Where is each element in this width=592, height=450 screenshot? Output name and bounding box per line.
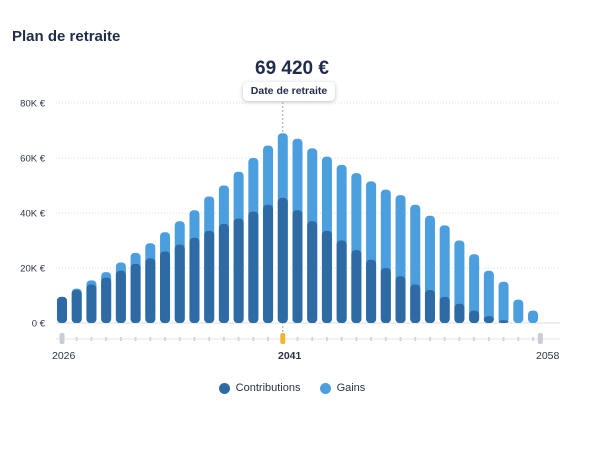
bar-contributions (483, 316, 494, 323)
y-tick-label: 0 € (32, 319, 46, 330)
bar-gains (483, 270, 494, 323)
retirement-total-value: 69 420 € (255, 58, 329, 79)
bar-contributions (454, 303, 465, 323)
bar-contributions (248, 211, 259, 323)
page-title: Plan de retraite (12, 28, 121, 45)
x-tick-start: 2026 (52, 350, 76, 362)
bar-gains (498, 281, 509, 323)
bar-gains (469, 254, 480, 323)
bar-contributions (498, 320, 509, 323)
bar-contributions (307, 221, 318, 323)
bar-contributions (130, 263, 141, 323)
range-start-handle (59, 333, 65, 344)
bar-contributions (469, 310, 480, 323)
bar-contributions (424, 290, 435, 323)
bar-contributions (277, 197, 288, 323)
bar-contributions (145, 258, 156, 323)
bar-contributions (263, 204, 274, 323)
legend-gains-label: Gains (336, 382, 366, 394)
bar-contributions (204, 230, 215, 323)
bar-gains (513, 299, 524, 323)
x-tick-retirement: 2041 (278, 350, 302, 362)
y-tick-label: 20K € (20, 264, 46, 275)
y-tick-label: 40K € (20, 209, 46, 220)
bar-contributions (57, 296, 67, 323)
bar-contributions (292, 210, 303, 323)
bar-contributions (439, 296, 450, 323)
bar-gains (528, 310, 538, 323)
bar-contributions (71, 290, 82, 323)
legend-contributions-label: Contributions (235, 382, 301, 394)
gains-swatch-icon (319, 382, 331, 394)
bar-contributions (115, 270, 126, 323)
bar-contributions (321, 230, 332, 323)
bar-contributions (351, 250, 362, 323)
y-tick-label: 60K € (20, 154, 46, 165)
bar-contributions (189, 237, 200, 323)
bar-contributions (380, 268, 391, 323)
legend-contributions[interactable]: Contributions (218, 382, 301, 394)
bar-contributions (366, 259, 377, 323)
bar-contributions (218, 224, 229, 323)
range-end-handle (537, 333, 543, 344)
retirement-year-handle (280, 333, 286, 344)
bar-gains (454, 240, 465, 323)
y-tick-label: 80K € (20, 99, 46, 110)
bar-contributions (86, 284, 97, 323)
bar-contributions (410, 284, 421, 323)
bar-contributions (174, 244, 185, 323)
legend-gains[interactable]: Gains (319, 382, 366, 394)
bar-contributions (395, 276, 406, 323)
contributions-swatch-icon (218, 382, 230, 394)
bar-contributions (101, 277, 112, 323)
bar-contributions (336, 240, 347, 323)
chart-legend: Contributions Gains (0, 382, 584, 397)
bar-contributions (233, 218, 244, 323)
retirement-date-tooltip: Date de retraite (243, 82, 335, 101)
bar-contributions (160, 251, 171, 323)
x-tick-end: 2058 (536, 350, 560, 362)
